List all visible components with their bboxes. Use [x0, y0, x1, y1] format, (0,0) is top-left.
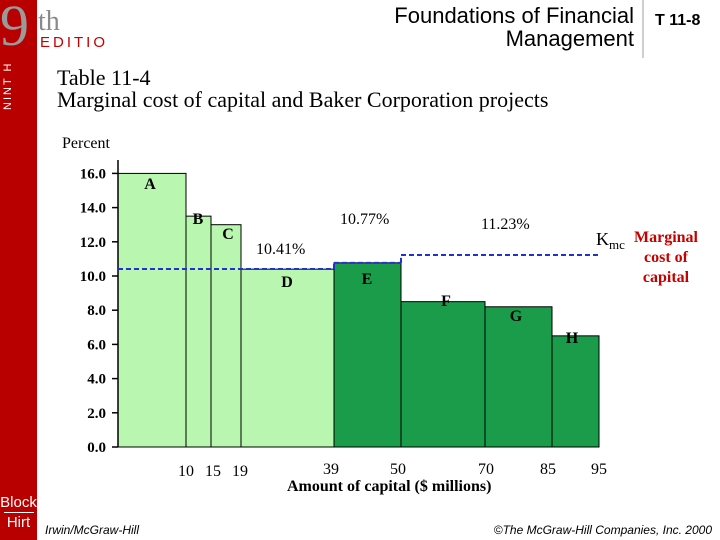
- project-bar-d: [240, 268, 335, 448]
- author-hirt: Hirt: [6, 514, 31, 531]
- y-tick-label: 0.0: [87, 440, 106, 456]
- project-bar-g: [484, 306, 553, 448]
- table-title-line2: Marginal cost of capital and Baker Corpo…: [57, 87, 549, 112]
- mcc-description-line: Marginal: [634, 229, 699, 246]
- y-tick-label: 2.0: [87, 406, 106, 422]
- x-tick-label: 19: [232, 463, 248, 480]
- mcc-symbol: Kmc: [596, 229, 625, 252]
- y-tick-label: 16.0: [80, 166, 106, 182]
- course-title-line1: Foundations of Financial: [394, 3, 634, 28]
- x-axis-label: Amount of capital ($ millions): [287, 478, 492, 495]
- x-tick-label: 15: [205, 463, 221, 480]
- y-tick-label: 14.0: [80, 201, 106, 217]
- x-tick-label: 10: [178, 463, 194, 480]
- x-tick-label: 95: [591, 461, 607, 478]
- edition-number: 9: [0, 0, 29, 58]
- project-label-d: D: [281, 274, 293, 291]
- mcc-description-line: capital: [643, 269, 690, 286]
- project-label-h: H: [566, 330, 579, 347]
- y-tick-label: 8.0: [87, 303, 106, 319]
- mcc-label-3: 11.23%: [481, 216, 530, 233]
- edition-word: EDITIO: [40, 34, 109, 51]
- y-tick-label: 6.0: [87, 337, 106, 353]
- project-bar-c: [210, 224, 242, 448]
- y-tick-label: 4.0: [87, 372, 106, 388]
- mcc-label-2: 10.77%: [340, 211, 389, 228]
- edition-suffix: th: [38, 6, 60, 37]
- authors: Block Hirt: [0, 493, 37, 532]
- x-tick-label: 70: [478, 461, 494, 478]
- project-bar-a: [117, 172, 187, 448]
- x-tick-label: 39: [323, 461, 339, 478]
- header-divider: [642, 0, 644, 58]
- sidebar-band: [0, 0, 37, 540]
- project-label-g: G: [510, 308, 523, 325]
- author-block: Block: [0, 494, 37, 511]
- project-label-e: E: [362, 271, 373, 288]
- project-label-a: A: [144, 176, 156, 193]
- course-title: Foundations of Financial Management: [394, 4, 634, 50]
- y-tick-label: 12.0: [80, 235, 106, 251]
- project-bar-b: [185, 215, 212, 448]
- y-axis-label: Percent: [62, 135, 110, 152]
- table-title-line1: Table 11-4: [57, 65, 151, 90]
- project-bar-f: [400, 301, 486, 448]
- table-title: Table 11-4 Marginal cost of capital and …: [57, 67, 548, 111]
- project-bar-h: [551, 335, 600, 448]
- publisher-credit: Irwin/McGraw-Hill: [45, 523, 139, 537]
- copyright-notice: ©The McGraw-Hill Companies, Inc. 2000: [493, 523, 712, 537]
- course-title-line2: Management: [505, 26, 634, 51]
- mcc-description-line: cost of: [644, 249, 689, 266]
- project-bar-e: [333, 262, 402, 448]
- author-divider: [3, 512, 34, 513]
- project-label-c: C: [222, 226, 234, 243]
- project-label-f: F: [441, 293, 451, 310]
- project-label-b: B: [193, 211, 204, 228]
- x-tick-label: 50: [390, 461, 406, 478]
- x-tick-label: 85: [540, 461, 556, 478]
- y-tick-label: 10.0: [80, 269, 106, 285]
- slide-number: T 11-8: [655, 12, 701, 29]
- mcc-label-1: 10.41%: [256, 241, 305, 258]
